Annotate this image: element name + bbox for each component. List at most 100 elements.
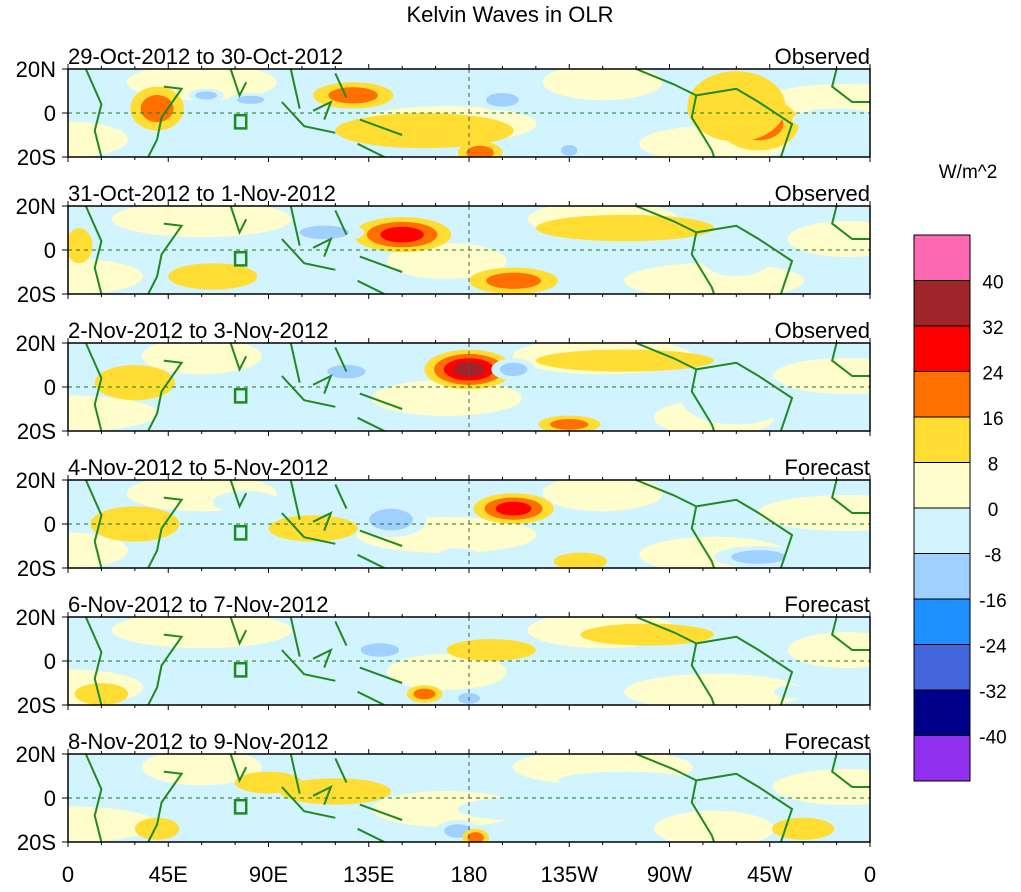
y-tick-label: 0 bbox=[44, 649, 56, 674]
panel-period-label: 2-Nov-2012 to 3-Nov-2012 bbox=[68, 318, 328, 343]
maritime-continent-coast bbox=[281, 69, 403, 157]
maritime-continent-coast bbox=[281, 480, 403, 568]
panel-period-label: 4-Nov-2012 to 5-Nov-2012 bbox=[68, 455, 328, 480]
y-tick-label: 20N bbox=[16, 57, 56, 82]
africa-west-coast bbox=[84, 480, 103, 568]
x-tick-label: 135W bbox=[541, 862, 599, 887]
x-tick-label: 0 bbox=[864, 862, 876, 887]
anomaly-contour bbox=[535, 214, 715, 242]
anomaly-contour bbox=[236, 95, 265, 104]
colorbar-swatch bbox=[913, 507, 971, 554]
africa-east-coast bbox=[147, 496, 184, 568]
reference-box bbox=[233, 387, 248, 404]
anomaly-contour bbox=[550, 418, 589, 430]
africa-west-coast bbox=[84, 206, 103, 294]
colorbar-level-label: -8 bbox=[985, 546, 1002, 567]
africa-east-coast bbox=[147, 770, 184, 842]
india-coast bbox=[229, 480, 248, 509]
west-africa-coast bbox=[830, 343, 870, 377]
panel-period-label: 29-Oct-2012 to 30-Oct-2012 bbox=[68, 44, 343, 69]
y-tick-label: 0 bbox=[44, 101, 56, 126]
africa-west-coast bbox=[84, 69, 103, 157]
panel-status-label: Forecast bbox=[784, 592, 870, 617]
map-panel: 29-Oct-2012 to 30-Oct-2012 Observed 20N 0 20… bbox=[16, 44, 871, 170]
west-africa-coast bbox=[830, 754, 870, 788]
anomaly-contour bbox=[558, 771, 692, 790]
y-tick-label: 20S bbox=[17, 693, 56, 718]
anomaly-contour bbox=[246, 391, 336, 418]
x-tick-label: 0 bbox=[62, 862, 74, 887]
africa-east-coast bbox=[147, 222, 184, 294]
africa-east-coast bbox=[147, 85, 184, 157]
colorbar-level-label: -32 bbox=[979, 682, 1006, 703]
anomaly-contour bbox=[195, 91, 218, 100]
colorbar-level-label: -24 bbox=[979, 637, 1007, 658]
americas-coast bbox=[635, 754, 794, 842]
anomaly-contour bbox=[101, 239, 146, 261]
anomaly-contour bbox=[485, 93, 519, 107]
map-panel: 31-Oct-2012 to 1-Nov-2012 Observed 20N 0 20S bbox=[16, 181, 871, 307]
anomaly-contour bbox=[212, 491, 280, 513]
y-tick-label: 20S bbox=[17, 830, 56, 855]
anomaly-band bbox=[787, 221, 870, 257]
india-coast bbox=[229, 343, 248, 372]
x-tick-label: 45E bbox=[149, 862, 188, 887]
panel-status-label: Forecast bbox=[784, 729, 870, 754]
americas-coast bbox=[635, 69, 794, 157]
map-panel: 2-Nov-2012 to 3-Nov-2012 Observed 20N 0 20S bbox=[16, 318, 871, 444]
anomaly-band bbox=[371, 380, 522, 416]
y-tick-label: 20N bbox=[16, 468, 56, 493]
colorbar-level-label: -16 bbox=[979, 591, 1006, 612]
reference-box bbox=[233, 524, 248, 541]
india-coast bbox=[229, 617, 248, 646]
anomaly-band bbox=[68, 258, 143, 294]
anomaly-contour bbox=[268, 515, 358, 542]
americas-coast bbox=[635, 480, 794, 568]
anomaly-contour bbox=[168, 263, 258, 290]
map-panel: 6-Nov-2012 to 7-Nov-2012 Forecast 20N 0 20S bbox=[16, 592, 871, 718]
colorbar-level-label: 24 bbox=[982, 364, 1004, 385]
anomaly-contour bbox=[279, 778, 392, 805]
maritime-continent-coast bbox=[281, 206, 403, 294]
maritime-continent-coast bbox=[281, 343, 403, 431]
anomaly-contour bbox=[360, 643, 400, 657]
anomaly-contour bbox=[299, 225, 349, 240]
y-tick-label: 20N bbox=[16, 605, 56, 630]
x-tick-label: 90E bbox=[249, 862, 288, 887]
west-africa-coast bbox=[830, 480, 870, 514]
anomaly-band bbox=[68, 395, 158, 431]
anomaly-contour bbox=[335, 113, 514, 149]
anomaly-contour bbox=[74, 683, 129, 705]
reference-box bbox=[233, 113, 248, 130]
reference-box bbox=[233, 250, 248, 267]
panel-period-label: 31-Oct-2012 to 1-Nov-2012 bbox=[68, 181, 336, 206]
anomaly-contour bbox=[687, 71, 786, 142]
anomaly-band bbox=[757, 495, 870, 531]
panel-period-label: 8-Nov-2012 to 9-Nov-2012 bbox=[68, 729, 328, 754]
africa-west-coast bbox=[84, 617, 103, 705]
americas-coast bbox=[635, 206, 794, 294]
anomaly-contour bbox=[380, 226, 424, 243]
colorbar-units-label: W/m^2 bbox=[939, 162, 998, 183]
colorbar-level-label: 40 bbox=[982, 273, 1003, 294]
anomaly-contour bbox=[413, 688, 436, 700]
anomaly-band bbox=[542, 69, 663, 101]
colorbar-swatch bbox=[913, 689, 971, 736]
anomaly-band bbox=[111, 206, 292, 238]
anomaly-band bbox=[772, 358, 870, 394]
maritime-continent-coast bbox=[281, 754, 403, 842]
y-tick-label: 0 bbox=[44, 786, 56, 811]
anomaly-band bbox=[68, 121, 128, 157]
anomaly-band bbox=[542, 480, 663, 512]
colorbar-level-label: 32 bbox=[982, 318, 1003, 339]
anomaly-band bbox=[68, 806, 158, 842]
africa-west-coast bbox=[84, 754, 103, 842]
anomaly-contour bbox=[495, 501, 532, 516]
americas-coast bbox=[635, 343, 794, 431]
panel-period-label: 6-Nov-2012 to 7-Nov-2012 bbox=[68, 592, 328, 617]
y-tick-label: 20N bbox=[16, 331, 56, 356]
colorbar-swatch bbox=[913, 644, 971, 691]
anomaly-contour bbox=[771, 817, 835, 840]
anomaly-contour bbox=[499, 362, 528, 377]
y-tick-label: 0 bbox=[44, 512, 56, 537]
